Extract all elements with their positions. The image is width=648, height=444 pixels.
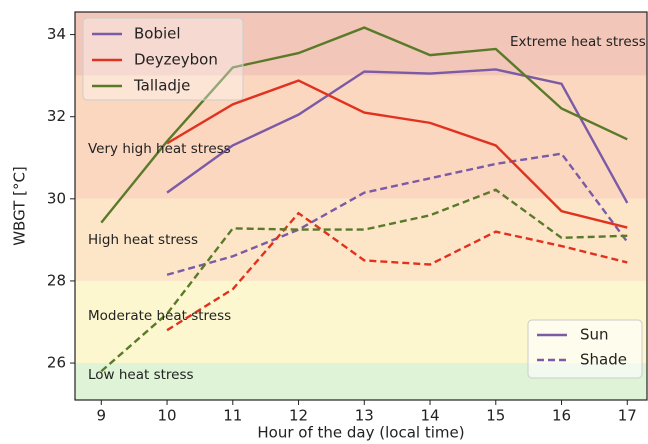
legend-label: Sun — [580, 326, 609, 344]
x-tick-label: 13 — [355, 407, 374, 425]
legend-box — [82, 17, 244, 101]
series-line — [100, 26, 628, 224]
lines — [100, 26, 629, 373]
y-tick-label: 32 — [47, 107, 66, 125]
y-tick-label: 30 — [47, 189, 66, 207]
y-tick-label: 34 — [47, 25, 66, 43]
legend-label: Shade — [580, 351, 627, 369]
series-line — [166, 211, 628, 332]
band-label: Very high heat stress — [88, 141, 231, 157]
band-label: High heat stress — [88, 232, 198, 248]
axes: 9 10 11 12 13 14 15 16 17 26 28 30 32 34 — [47, 25, 637, 424]
x-axis-label: Hour of the day (local time) — [257, 424, 464, 442]
heat-band — [75, 198, 647, 281]
band-label: Moderate heat stress — [88, 308, 231, 324]
legend: Bobiel Deyzeybon Talladje Sun Shade — [82, 17, 643, 379]
legend-label: Bobiel — [134, 25, 181, 43]
y-tick-label: 26 — [47, 354, 66, 372]
y-axis-label: WBGT [°C] — [11, 166, 29, 246]
series-line — [100, 188, 628, 373]
band-label: Extreme heat stress — [510, 34, 646, 50]
x-tick-label: 14 — [420, 407, 439, 425]
x-tick-label: 17 — [618, 407, 637, 425]
x-tick-label: 9 — [97, 407, 107, 425]
x-tick-label: 11 — [223, 407, 242, 425]
x-tick-label: 12 — [289, 407, 308, 425]
heat-band — [75, 12, 647, 76]
band-label: Low heat stress — [88, 367, 194, 383]
x-tick-label: 16 — [552, 407, 571, 425]
legend-label: Deyzeybon — [134, 51, 218, 69]
series-line — [166, 79, 628, 229]
series-line — [166, 68, 629, 204]
x-tick-label: 15 — [486, 407, 505, 425]
y-tick-label: 28 — [47, 271, 66, 289]
legend-label: Talladje — [133, 77, 190, 95]
series-line — [166, 152, 629, 276]
plot-frame — [74, 11, 648, 401]
x-tick-label: 10 — [157, 407, 176, 425]
